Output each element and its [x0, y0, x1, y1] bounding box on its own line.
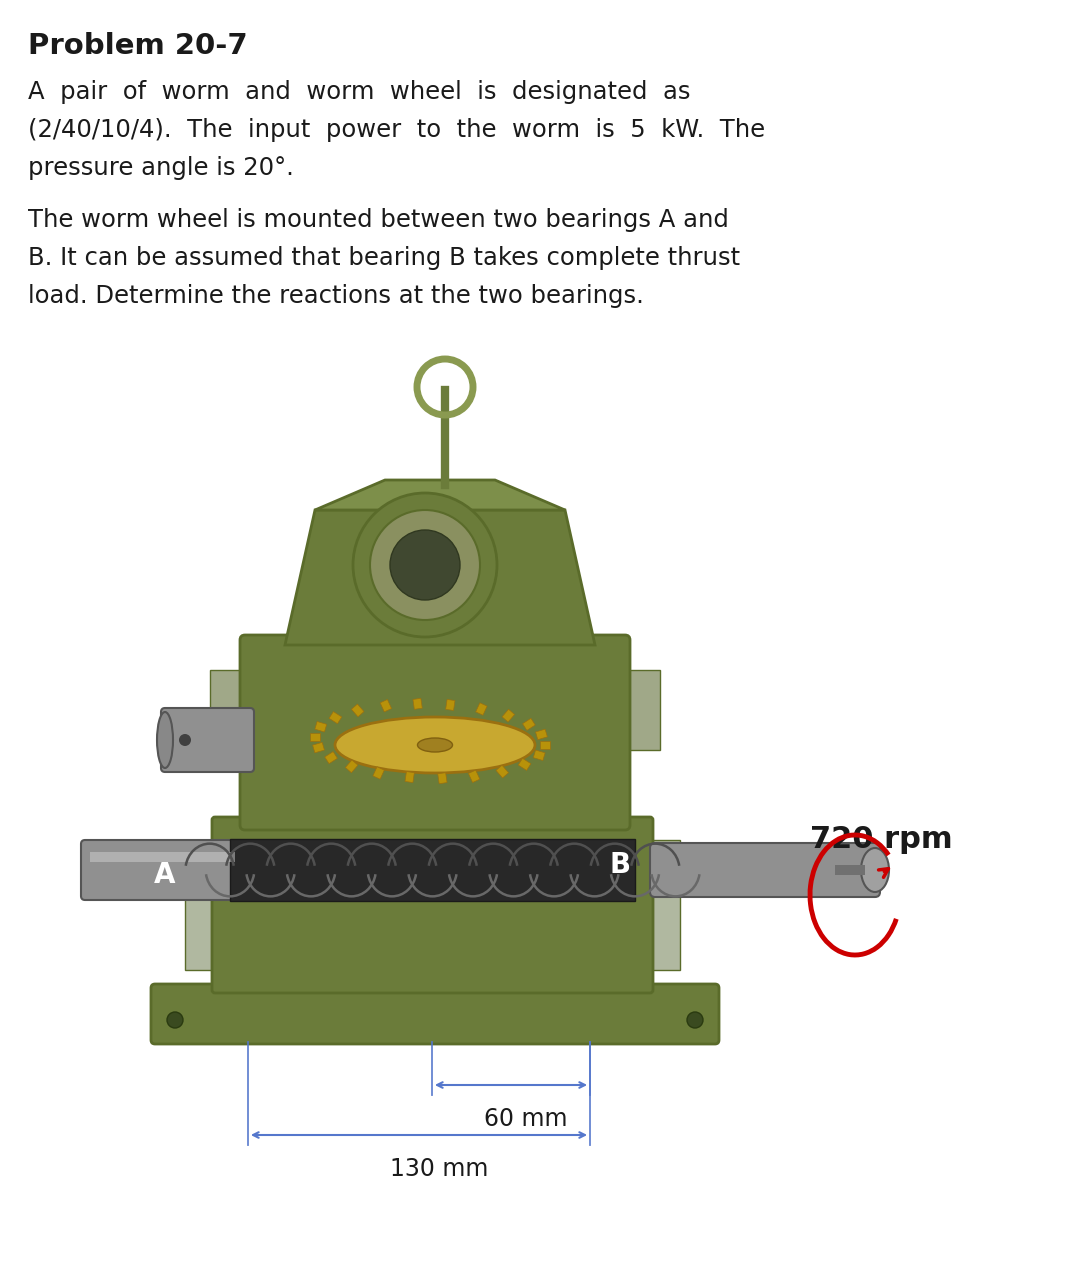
Text: A: A — [154, 861, 175, 890]
Bar — [476, 703, 487, 716]
FancyBboxPatch shape — [151, 984, 719, 1044]
Bar — [523, 718, 536, 731]
FancyBboxPatch shape — [161, 708, 254, 772]
Bar — [345, 760, 358, 773]
Bar — [352, 704, 365, 717]
Text: load. Determine the reactions at the two bearings.: load. Determine the reactions at the two… — [28, 284, 644, 308]
Ellipse shape — [418, 739, 452, 751]
Bar — [437, 773, 447, 783]
FancyBboxPatch shape — [212, 817, 653, 993]
Bar — [210, 669, 250, 750]
FancyBboxPatch shape — [81, 840, 244, 900]
Circle shape — [687, 1012, 703, 1028]
FancyBboxPatch shape — [241, 635, 630, 829]
Text: The worm wheel is mounted between two bearings A and: The worm wheel is mounted between two be… — [28, 207, 729, 232]
Circle shape — [179, 733, 191, 746]
Bar — [540, 741, 549, 749]
Bar — [230, 838, 635, 901]
Bar — [835, 865, 865, 876]
Bar — [373, 767, 384, 780]
Bar — [645, 840, 680, 970]
Text: B. It can be assumed that bearing B takes complete thrust: B. It can be assumed that bearing B take… — [28, 246, 740, 270]
Bar — [518, 758, 531, 771]
Text: pressure angle is 20°.: pressure angle is 20°. — [28, 156, 294, 180]
Bar — [185, 840, 220, 970]
Bar — [315, 722, 327, 732]
Bar — [413, 699, 422, 709]
Bar — [329, 712, 342, 723]
Text: Problem 20-7: Problem 20-7 — [28, 32, 248, 60]
Bar — [502, 709, 514, 722]
Polygon shape — [285, 509, 595, 645]
Ellipse shape — [157, 712, 173, 768]
Bar — [310, 733, 320, 741]
Bar — [90, 852, 235, 861]
Bar — [255, 931, 595, 989]
Circle shape — [370, 509, 480, 620]
Bar — [325, 751, 338, 764]
Bar — [533, 750, 545, 760]
Circle shape — [167, 1012, 183, 1028]
Circle shape — [353, 493, 497, 637]
FancyBboxPatch shape — [650, 844, 880, 897]
Text: 130 mm: 130 mm — [390, 1157, 489, 1181]
Text: A  pair  of  worm  and  worm  wheel  is  designated  as: A pair of worm and worm wheel is designa… — [28, 79, 691, 104]
Bar — [496, 765, 509, 778]
Text: 60 mm: 60 mm — [484, 1107, 568, 1132]
Bar — [312, 742, 325, 753]
Bar — [536, 730, 547, 740]
Bar — [468, 771, 480, 782]
Bar — [381, 699, 391, 712]
Text: B: B — [609, 851, 631, 879]
Bar — [405, 772, 415, 782]
Circle shape — [425, 955, 435, 965]
Text: 720 rpm: 720 rpm — [810, 826, 952, 855]
Bar — [446, 699, 455, 710]
Polygon shape — [315, 480, 566, 509]
Ellipse shape — [335, 717, 534, 773]
Circle shape — [390, 530, 460, 600]
Text: (2/40/10/4).  The  input  power  to  the  worm  is  5  kW.  The: (2/40/10/4). The input power to the worm… — [28, 118, 765, 142]
Bar — [620, 669, 660, 750]
Ellipse shape — [861, 847, 889, 892]
